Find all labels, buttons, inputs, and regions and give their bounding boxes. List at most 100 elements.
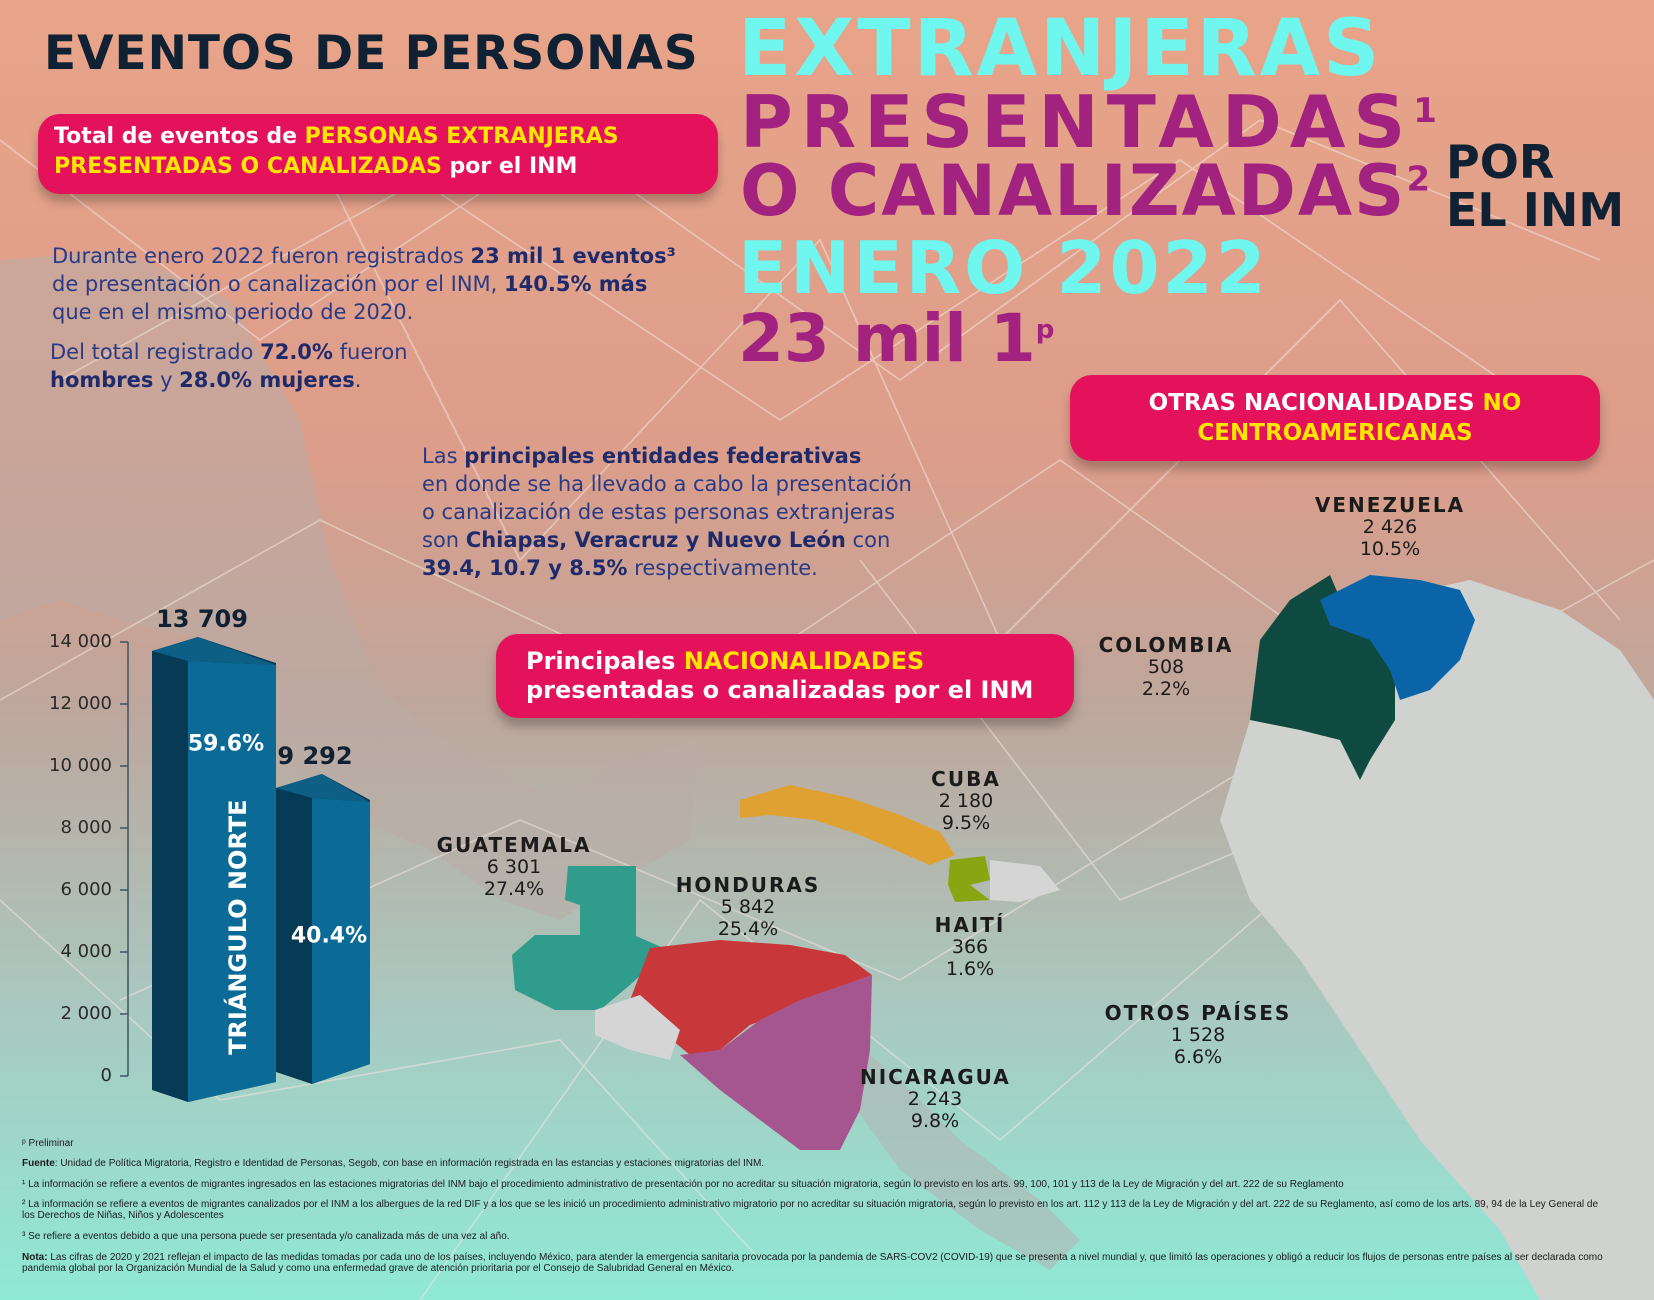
summary-paragraph-2: Del total registrado 72.0% fueron hombre… (50, 338, 550, 394)
country-value: 1 528 (1170, 1024, 1226, 1046)
haiti-map (948, 856, 990, 902)
summary-text: Del total registrado (50, 340, 261, 364)
y-tick-label: 0 (100, 1065, 112, 1086)
entities-text: Las (422, 444, 465, 468)
entities-text: respectivamente. (627, 556, 818, 580)
summary-text: . (354, 368, 362, 392)
country-name: VENEZUELA (1314, 493, 1466, 517)
title-total-sup: p (1035, 315, 1055, 345)
footnote-2: ² La información se refiere a eventos de… (22, 1199, 1599, 1221)
y-tick-label: 2 000 (60, 1003, 112, 1024)
nicaragua-map (680, 975, 872, 1150)
banner-highlight: PERSONAS EXTRANJERAS (304, 124, 619, 149)
banner-highlight-2: CENTROAMERICANAS (1197, 420, 1473, 446)
total-events-banner: Total de eventos de PERSONAS EXTRANJERAS… (38, 114, 718, 194)
title-period: ENERO 2022 (738, 226, 1269, 310)
label-haiti: HAITÍ 366 1.6% (920, 914, 1020, 980)
bar-vertical-label: TRIÁNGULO NORTE (223, 799, 252, 1054)
banner-highlight-2: PRESENTADAS O CANALIZADAS (54, 154, 442, 179)
summary-paragraph-1: Durante enero 2022 fueron registrados 23… (52, 242, 712, 326)
summary-men: hombres (50, 368, 154, 392)
title-line3-sup: 2 (1406, 159, 1433, 200)
summary-text: Durante enero 2022 fueron registrados (52, 244, 471, 268)
country-pct: 1.6% (945, 958, 995, 980)
country-value: 508 (1147, 656, 1185, 678)
entities-text: con (845, 528, 891, 552)
summary-text: y (153, 368, 180, 392)
footnote-nota-label: Nota: (22, 1252, 48, 1263)
label-cuba: CUBA 2 180 9.5% (906, 768, 1026, 834)
bar-value-label: 13 709 (156, 605, 248, 633)
title-el-inm: EL INM (1446, 183, 1625, 237)
country-pct: 9.5% (941, 812, 991, 834)
banner-text-2: por el INM (441, 154, 578, 179)
summary-text: fueron (332, 340, 408, 364)
country-value: 2 426 (1362, 516, 1418, 538)
title-total: 23 mil 1 (738, 300, 1036, 377)
y-tick-label: 8 000 (60, 817, 112, 838)
label-otros-paises: OTROS PAÍSES 1 528 6.6% (1100, 1002, 1296, 1068)
country-pct: 10.5% (1359, 538, 1421, 560)
country-pct: 25.4% (717, 918, 779, 940)
entities-percents: 39.4, 10.7 y 8.5% (422, 556, 628, 580)
country-name: NICARAGUA (860, 1065, 1011, 1089)
entities-text: o canalización de estas personas extranj… (422, 500, 896, 524)
banner-highlight: NO (1482, 390, 1522, 416)
footnote-fuente: Fuente: Unidad de Política Migratoria, R… (22, 1158, 1612, 1169)
country-pct: 2.2% (1141, 678, 1191, 700)
north-america-silhouette (0, 250, 700, 920)
banner-text: Principales (526, 647, 684, 675)
dominican-republic-map (990, 860, 1060, 902)
summary-events: 23 mil 1 eventos³ (470, 244, 676, 268)
entities-highlight: principales entidades federativas (464, 444, 862, 468)
entities-text: son (422, 528, 466, 552)
title-line1-cyan: EXTRANJERAS (738, 4, 1383, 94)
country-pct: 27.4% (483, 878, 545, 900)
bar-value-label: 9 292 (277, 742, 352, 770)
footnote-3: ³ Se refiere a eventos debido a que una … (22, 1231, 510, 1242)
title-line1-dark: EVENTOS DE PERSONAS (44, 26, 699, 81)
cuba-map (740, 785, 955, 865)
bar-top-face (276, 773, 370, 802)
country-value: 6 301 (486, 856, 542, 878)
country-name: CUBA (931, 767, 1001, 791)
country-value: 5 842 (720, 896, 776, 918)
y-tick-label: 6 000 (60, 879, 112, 900)
central-america-silhouette (840, 1030, 1080, 1270)
y-tick-label: 14 000 (49, 631, 112, 652)
summary-women: 28.0% mujeres (179, 368, 355, 392)
label-colombia: COLOMBIA 508 2.2% (1096, 634, 1236, 700)
summary-text: de presentación o canalización por el IN… (52, 272, 505, 296)
entities-states: Chiapas, Veracruz y Nuevo León (465, 528, 846, 552)
country-pct: 9.8% (910, 1110, 960, 1132)
footnote-preliminar: ᵖ Preliminar (22, 1138, 74, 1149)
title-line3: O CANALIZADAS (740, 150, 1407, 232)
south-america-map (1220, 580, 1654, 1300)
country-value: 2 180 (938, 790, 994, 812)
banner-text: OTRAS NACIONALIDADES (1148, 390, 1483, 416)
y-tick-label: 10 000 (49, 755, 112, 776)
title-line2-sup: 1 (1413, 91, 1437, 131)
country-pct: 6.6% (1173, 1046, 1223, 1068)
label-venezuela: VENEZUELA 2 426 10.5% (1300, 494, 1480, 560)
entities-paragraph: Las principales entidades federativas en… (422, 442, 982, 582)
country-value: 366 (951, 936, 989, 958)
honduras-map (630, 940, 872, 1055)
banner-highlight: NACIONALIDADES (683, 647, 925, 675)
country-name: GUATEMALA (436, 833, 592, 857)
country-name: HONDURAS (675, 873, 821, 897)
guatemala-map (512, 866, 668, 1010)
triangulo-norte-chart: 13 709 59.6% 9 292 40.4% TRIÁNGULO NORTE (120, 605, 370, 1102)
summary-growth: 140.5% más (504, 272, 648, 296)
y-tick-label: 12 000 (49, 693, 112, 714)
entities-text: en donde se ha llevado a cabo la present… (422, 472, 912, 496)
country-name: HAITÍ (934, 913, 1006, 937)
bar-2 (312, 797, 370, 1084)
footnote-fuente-text: : Unidad de Política Migratoria, Registr… (54, 1158, 765, 1169)
label-nicaragua: NICARAGUA 2 243 9.8% (860, 1066, 1010, 1132)
footnote-nota-text: Las cifras de 2020 y 2021 reflejan el im… (22, 1252, 1603, 1274)
bar-top-face (152, 637, 276, 666)
venezuela-map (1320, 575, 1475, 700)
